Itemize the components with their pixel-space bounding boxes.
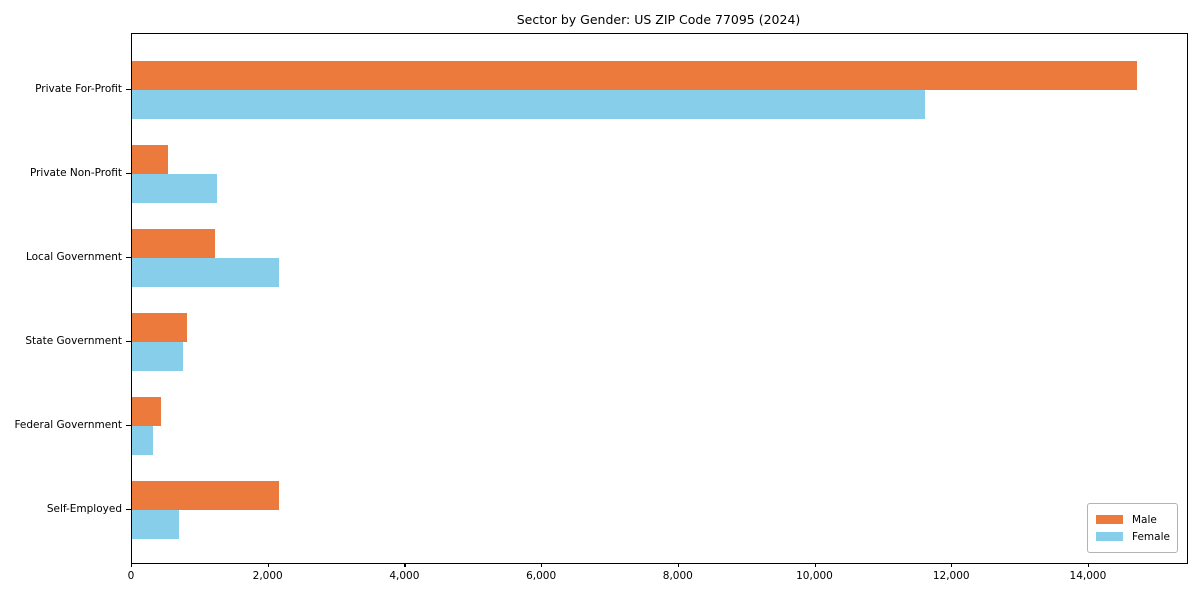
x-tick-label: 12,000 bbox=[932, 570, 970, 582]
y-tick-mark bbox=[126, 341, 131, 343]
legend-entry-male: Male bbox=[1096, 514, 1177, 526]
x-tick-label: 0 bbox=[127, 570, 135, 582]
x-tick-label: 8,000 bbox=[662, 570, 693, 582]
bar-female-0 bbox=[132, 90, 925, 119]
y-tick-mark bbox=[126, 89, 131, 91]
bar-female-2 bbox=[132, 258, 279, 287]
y-tick-mark bbox=[126, 509, 131, 511]
category-label: State Government bbox=[25, 335, 122, 347]
x-tick-mark bbox=[541, 563, 543, 567]
bar-male-1 bbox=[132, 145, 168, 174]
x-tick-mark bbox=[131, 563, 133, 567]
bar-male-0 bbox=[132, 61, 1137, 90]
y-tick-mark bbox=[126, 425, 131, 427]
x-tick-label: 2,000 bbox=[252, 570, 283, 582]
bar-male-3 bbox=[132, 313, 187, 342]
category-label: Private Non-Profit bbox=[29, 167, 122, 179]
category-label: Federal Government bbox=[14, 419, 122, 431]
x-tick-mark bbox=[404, 563, 406, 567]
x-tick-label: 10,000 bbox=[796, 570, 833, 582]
category-label: Local Government bbox=[25, 251, 122, 263]
y-tick-mark bbox=[126, 173, 131, 175]
x-tick-mark bbox=[951, 563, 953, 567]
x-tick-label: 6,000 bbox=[526, 570, 557, 582]
x-tick-label: 14,000 bbox=[1069, 570, 1107, 582]
x-tick-mark bbox=[814, 563, 816, 567]
x-tick-label: 4,000 bbox=[389, 570, 420, 582]
bar-male-2 bbox=[132, 229, 215, 258]
category-label: Private For-Profit bbox=[35, 83, 122, 95]
legend-label-female: Female bbox=[1132, 530, 1170, 543]
female-series-swatch bbox=[1096, 532, 1123, 541]
bar-female-4 bbox=[132, 426, 154, 455]
bar-female-3 bbox=[132, 342, 183, 371]
x-tick-mark bbox=[1087, 563, 1090, 567]
legend: Male Female bbox=[1087, 503, 1178, 553]
bar-female-1 bbox=[132, 174, 218, 203]
legend-label-male: Male bbox=[1132, 513, 1157, 526]
x-tick-mark bbox=[677, 563, 679, 567]
category-label: Self-Employed bbox=[46, 503, 122, 515]
y-tick-mark bbox=[126, 257, 131, 259]
chart-title: Sector by Gender: US ZIP Code 77095 (202… bbox=[516, 12, 801, 27]
x-tick-mark bbox=[267, 563, 269, 567]
legend-entry-female: Female bbox=[1096, 531, 1177, 543]
plot-area bbox=[131, 33, 1188, 564]
male-series-swatch bbox=[1096, 515, 1123, 524]
bar-female-5 bbox=[132, 510, 180, 539]
bar-male-5 bbox=[132, 481, 279, 510]
bar-male-4 bbox=[132, 397, 161, 426]
